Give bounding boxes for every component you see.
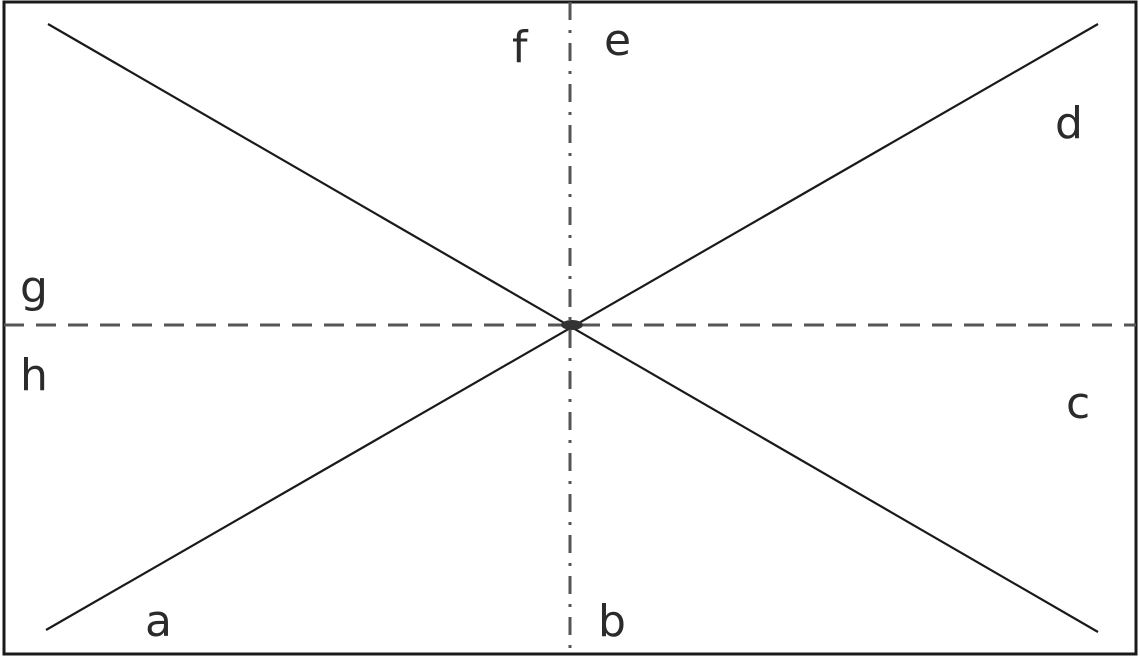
label-d: d — [1055, 98, 1083, 149]
label-f: f — [512, 22, 529, 73]
center-point — [561, 320, 583, 330]
label-c: c — [1066, 378, 1090, 429]
label-b: b — [598, 596, 626, 647]
label-h: h — [20, 350, 48, 401]
label-e: e — [604, 15, 631, 66]
label-a: a — [145, 596, 172, 647]
label-g: g — [20, 262, 48, 313]
